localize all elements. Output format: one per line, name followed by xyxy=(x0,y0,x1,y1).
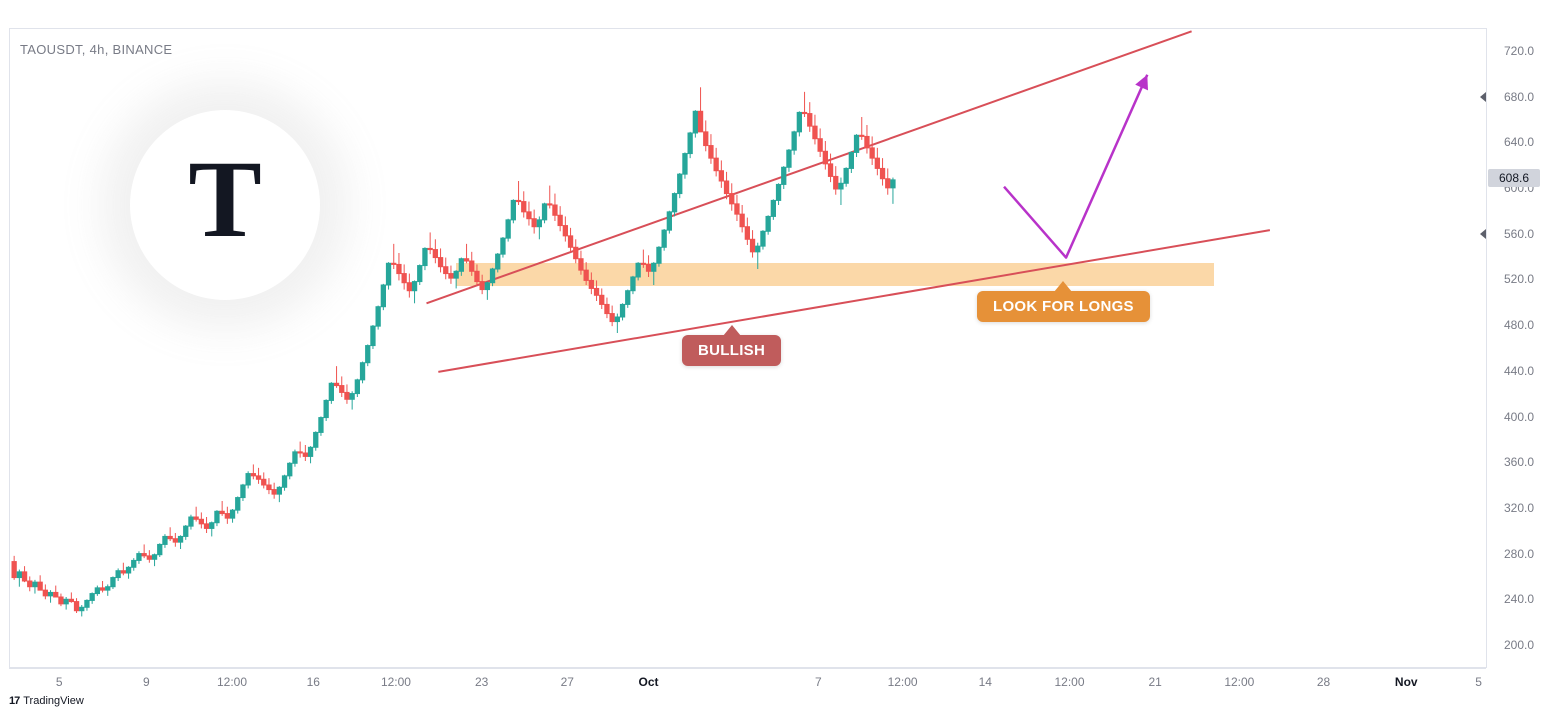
x-tick-label: 12:00 xyxy=(381,675,411,689)
logo-watermark: T xyxy=(130,110,320,300)
y-axis[interactable]: 200.0 240.0 280.0 320.0 360.0 400.0 440.0 480.0… xyxy=(1486,28,1542,668)
callout-bullish-text: BULLISH xyxy=(698,342,765,359)
tradingview-icon: 17 xyxy=(9,695,19,707)
x-tick-label: 5 xyxy=(1475,675,1482,689)
y-tick-label: 720.0 xyxy=(1504,44,1534,58)
forecast-arrow-path xyxy=(1004,75,1147,258)
x-axis[interactable]: 5 9 12:00 16 12:00 23 27 Oct 7 12:00 14 12:00 21 12:0… xyxy=(9,668,1486,692)
x-tick-label: 7 xyxy=(815,675,822,689)
y-tick-label: 560.0 xyxy=(1504,227,1534,241)
x-tick-label: 14 xyxy=(979,675,992,689)
y-tick-label: 400.0 xyxy=(1504,410,1534,424)
y-tick-label: 280.0 xyxy=(1504,547,1534,561)
logo-letter: T xyxy=(188,144,261,254)
x-tick-label: 21 xyxy=(1148,675,1161,689)
x-tick-label: Oct xyxy=(639,675,659,689)
branding-footer: 17 TradingView xyxy=(9,692,84,710)
x-tick-label: 12:00 xyxy=(1054,675,1084,689)
y-tick-label: 200.0 xyxy=(1504,638,1534,652)
y-tick-label: 440.0 xyxy=(1504,364,1534,378)
y-tick-label: 480.0 xyxy=(1504,318,1534,332)
callout-bullish: BULLISH xyxy=(682,335,781,366)
callout-look-for-longs: LOOK FOR LONGS xyxy=(977,291,1150,322)
x-tick-label: 23 xyxy=(475,675,488,689)
y-tick-label: 240.0 xyxy=(1504,592,1534,606)
x-tick-label: 9 xyxy=(143,675,150,689)
y-tick-label: 360.0 xyxy=(1504,455,1534,469)
y-tick-label: 520.0 xyxy=(1504,272,1534,286)
x-tick-label: 28 xyxy=(1317,675,1330,689)
y-tick-label: 320.0 xyxy=(1504,501,1534,515)
x-tick-label: 12:00 xyxy=(1224,675,1254,689)
branding-text: TradingView xyxy=(23,695,84,707)
callout-pointer xyxy=(723,325,741,336)
x-tick-label: 16 xyxy=(307,675,320,689)
symbol-label: TAOUSDT, 4h, BINANCE xyxy=(20,42,172,57)
y-tick-label: 640.0 xyxy=(1504,135,1534,149)
y-tick-label: 680.0 xyxy=(1504,90,1534,104)
x-tick-label: 12:00 xyxy=(888,675,918,689)
price-marker-arrow xyxy=(1480,92,1486,102)
x-tick-label: Nov xyxy=(1395,675,1418,689)
x-tick-label: 27 xyxy=(561,675,574,689)
chart-container: TAOUSDT, 4h, BINANCE T BULLISH LOOK FOR … xyxy=(0,0,1542,710)
current-price-tag: 608.6 xyxy=(1488,169,1540,187)
x-tick-label: 12:00 xyxy=(217,675,247,689)
callout-longs-text: LOOK FOR LONGS xyxy=(993,298,1134,315)
x-tick-label: 5 xyxy=(56,675,63,689)
price-marker-arrow xyxy=(1480,229,1486,239)
callout-pointer xyxy=(1054,281,1072,292)
